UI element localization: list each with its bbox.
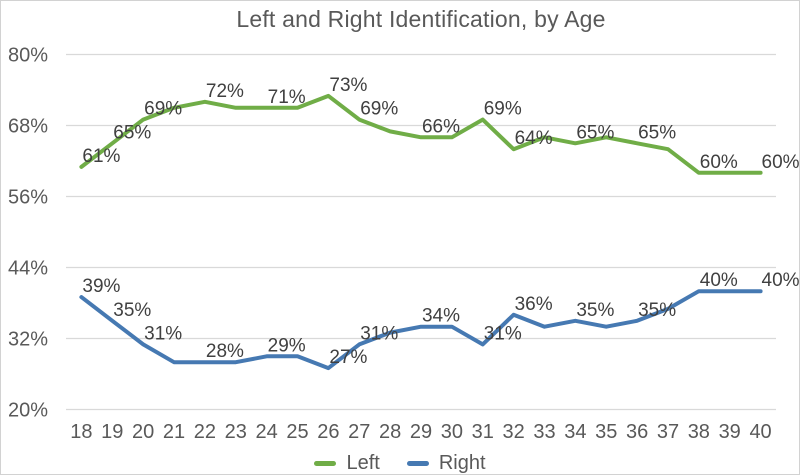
right-series-data-label: 31% [484, 323, 522, 344]
x-axis-tick-label: 18 [70, 421, 92, 443]
right-series-data-label: 35% [576, 300, 614, 321]
right-series-data-label: 28% [206, 341, 244, 362]
left-series-data-label: 60% [700, 152, 738, 173]
y-axis-tick-label: 56% [8, 187, 48, 209]
x-axis-tick-label: 21 [163, 421, 185, 443]
legend-item-right: Right [406, 452, 486, 474]
x-axis-tick-label: 32 [502, 421, 524, 443]
x-axis-tick-label: 33 [533, 421, 555, 443]
y-axis-tick-label: 44% [8, 258, 48, 280]
left-series-line [79, 93, 763, 175]
chart-title: Left and Right Identification, by Age [236, 6, 606, 32]
left-series-data-label: 66% [422, 116, 460, 137]
x-axis-tick-label: 25 [286, 421, 308, 443]
left-series-data-label: 72% [206, 81, 244, 102]
x-axis-tick-label: 24 [256, 421, 278, 443]
x-axis-tick-label: 30 [441, 421, 463, 443]
x-axis-tick-label: 37 [657, 421, 679, 443]
left-series-data-label: 69% [144, 99, 182, 120]
x-axis-tick-label: 22 [194, 421, 216, 443]
left-series-data-label: 61% [82, 146, 120, 167]
y-axis-tick-label: 68% [8, 116, 48, 138]
right-series-data-label: 31% [360, 323, 398, 344]
y-axis-tick-label: 80% [8, 45, 48, 67]
left-series-data-label: 65% [113, 122, 151, 143]
x-axis-tick-label: 35 [595, 421, 617, 443]
x-axis-tick-label: 19 [101, 421, 123, 443]
left-series-data-label: 65% [638, 122, 676, 143]
y-axis-tick-label: 20% [8, 400, 48, 422]
left-series-data-label: 71% [268, 87, 306, 108]
legend-left-label: Left [346, 452, 380, 474]
x-axis-tick-label: 29 [410, 421, 432, 443]
right-series-data-label: 27% [329, 347, 367, 368]
left-series-data-label: 69% [360, 99, 398, 120]
right-series-data-label: 39% [82, 276, 120, 297]
legend-right-label: Right [438, 452, 486, 474]
x-axis-tick-label: 40 [749, 421, 771, 443]
right-series-data-label: 29% [268, 335, 306, 356]
x-axis-tick-label: 31 [472, 421, 494, 443]
left-series-data-label: 69% [484, 99, 522, 120]
x-axis-tick-label: 20 [132, 421, 154, 443]
left-series-data-label: 60% [762, 152, 800, 173]
left-series-data-label: 64% [515, 128, 553, 149]
right-series-swatch-icon [406, 461, 429, 466]
left-series-data-label: 73% [329, 75, 367, 96]
legend-item-left: Left [314, 452, 380, 474]
x-axis-tick-label: 34 [564, 421, 586, 443]
legend: Left Right [1, 452, 799, 474]
right-series-line [79, 289, 763, 371]
x-axis-tick-label: 38 [688, 421, 710, 443]
right-series-data-label: 34% [422, 306, 460, 327]
right-series-data-label: 40% [700, 270, 738, 291]
x-axis-tick-label: 36 [626, 421, 648, 443]
x-axis-tick-label: 23 [225, 421, 247, 443]
right-series-data-label: 40% [762, 270, 800, 291]
left-series-swatch-icon [314, 461, 337, 466]
x-axis-tick-label: 39 [719, 421, 741, 443]
x-axis-tick-label: 28 [379, 421, 401, 443]
x-axis-tick-label: 26 [317, 421, 339, 443]
left-series-data-label: 65% [576, 122, 614, 143]
x-axis-tick-label: 27 [348, 421, 370, 443]
right-series-data-label: 35% [638, 300, 676, 321]
right-series-data-label: 35% [113, 300, 151, 321]
y-axis-tick-label: 32% [8, 329, 48, 351]
right-series-data-label: 31% [144, 323, 182, 344]
right-series-data-label: 36% [515, 294, 553, 315]
